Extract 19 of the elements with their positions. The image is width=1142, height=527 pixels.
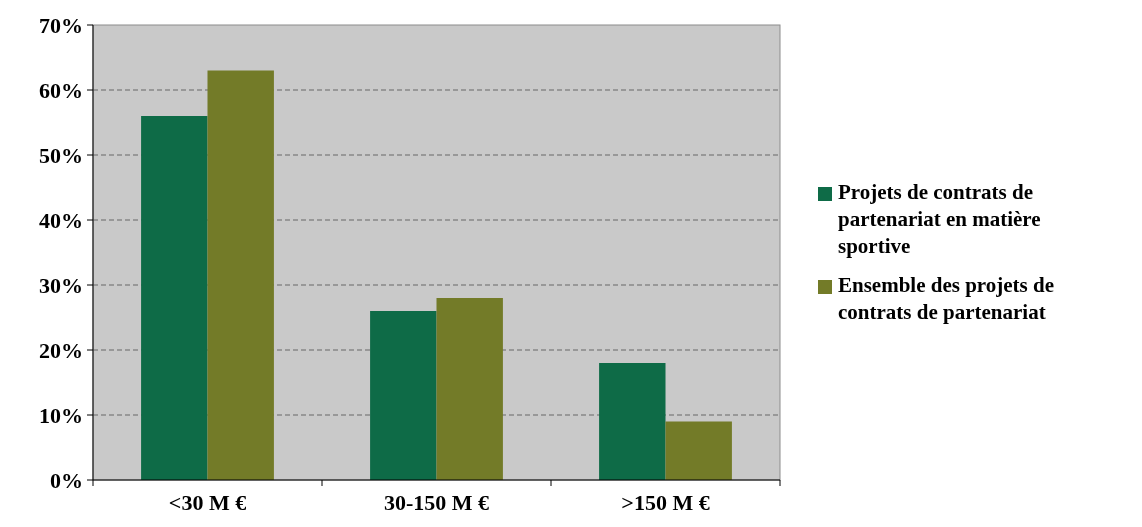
x-tick-label: 30-150 M € (383, 490, 490, 515)
bar (141, 116, 208, 480)
bar (436, 298, 503, 480)
legend-label: Projets de contrats de partenariat en matière sportive (838, 180, 1041, 258)
bar (370, 311, 437, 480)
y-tick-label: 60% (39, 77, 83, 103)
y-tick-label: 20% (39, 337, 83, 363)
x-tick-label: >150 M € (621, 490, 710, 515)
y-tick-label: 10% (39, 402, 83, 428)
bar (665, 421, 732, 480)
y-tick-label: 50% (39, 142, 83, 168)
y-tick-label: 70% (39, 12, 83, 38)
bar (599, 363, 666, 480)
legend-label: Ensemble des projets de contrats de partenariat (838, 273, 1055, 324)
bar (207, 70, 274, 480)
y-tick-label: 30% (39, 272, 83, 298)
y-tick-label: 40% (39, 207, 83, 233)
y-tick-label: 0% (50, 467, 83, 493)
x-tick-label: <30 M € (168, 490, 247, 515)
